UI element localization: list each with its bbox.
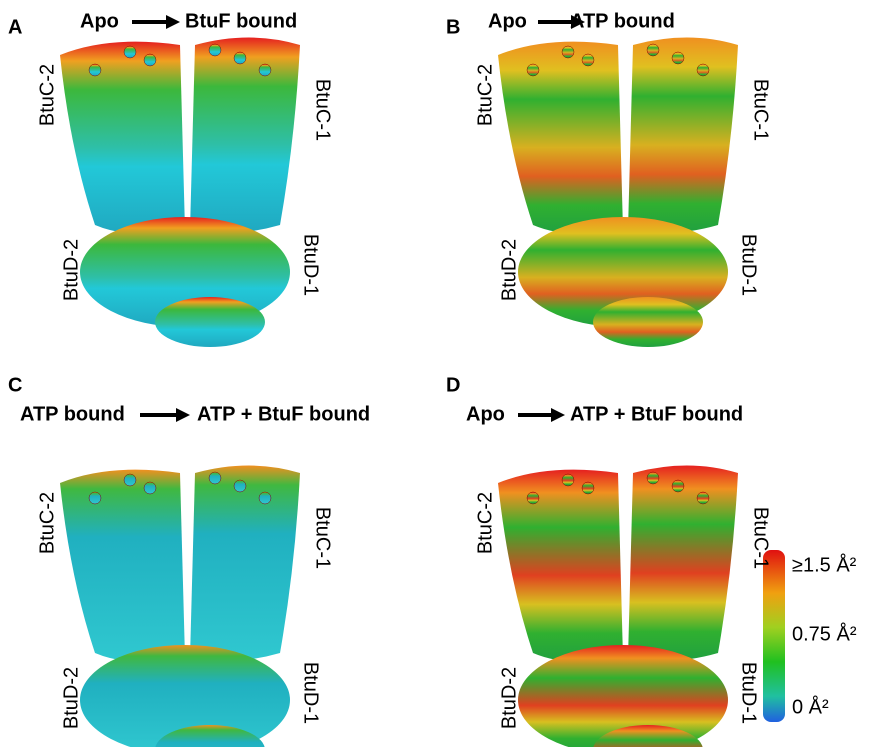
protein-tm-left [60, 41, 185, 235]
residue-sphere [561, 473, 575, 487]
residue-sphere [561, 45, 575, 59]
chain-label: BtuD-1 [300, 234, 322, 296]
protein-tail [593, 297, 703, 347]
chain-label: BtuD-2 [498, 667, 520, 729]
protein-nbd [518, 645, 728, 747]
panel-letter: C [8, 374, 22, 396]
protein [60, 37, 300, 347]
protein-tm-left [498, 469, 623, 662]
colorbar-label: 0 Å² [792, 695, 829, 718]
chain-label: BtuD-1 [738, 234, 760, 296]
title-to: ATP bound [570, 10, 675, 32]
residue-sphere [526, 491, 540, 505]
chain-label: BtuC-2 [474, 64, 496, 126]
protein [498, 465, 738, 747]
chain-label: BtuC-2 [36, 64, 58, 126]
panel: D BtuC-2 BtuC-1 BtuD-2 BtuD-1 [446, 374, 772, 747]
arrow-head [551, 408, 565, 422]
residue-sphere [646, 43, 660, 57]
colorbar [763, 550, 785, 722]
residue-sphere [233, 479, 247, 493]
arrow-head [176, 408, 190, 422]
protein-tail [593, 725, 703, 747]
residue-sphere [123, 473, 137, 487]
chain-label: BtuD-2 [498, 239, 520, 301]
panel-letter: B [446, 16, 460, 38]
residue-sphere [646, 471, 660, 485]
protein-tm-right [190, 465, 300, 662]
arrow-head [166, 15, 180, 29]
residue-sphere [143, 481, 157, 495]
chain-label: BtuC-1 [750, 507, 772, 569]
colorbar-label: ≥1.5 Å² [792, 553, 857, 576]
residue-sphere [671, 479, 685, 493]
residue-sphere [123, 45, 137, 59]
title-from: ATP bound [20, 403, 125, 425]
protein [498, 37, 738, 347]
chain-label: BtuD-2 [60, 239, 82, 301]
protein-tail [155, 725, 265, 747]
chain-label: BtuC-2 [474, 492, 496, 554]
title-from: Apo [466, 403, 505, 425]
residue-sphere [581, 481, 595, 495]
protein-nbd [80, 645, 290, 747]
protein-tm-right [190, 37, 300, 234]
protein-tm-right [628, 465, 738, 662]
chain-label: BtuD-1 [738, 662, 760, 724]
panel-letter: A [8, 16, 22, 38]
residue-sphere [526, 63, 540, 77]
panel: C BtuC-2 BtuC-1 BtuD-2 BtuD-1 [8, 374, 334, 747]
residue-sphere [696, 63, 710, 77]
protein [60, 465, 300, 747]
residue-sphere [208, 43, 222, 57]
residue-sphere [88, 491, 102, 505]
residue-sphere [143, 53, 157, 67]
chain-label: BtuC-1 [312, 79, 334, 141]
title-to: BtuF bound [185, 10, 297, 32]
protein-tm-right [628, 37, 738, 234]
residue-sphere [233, 51, 247, 65]
residue-sphere [581, 53, 595, 67]
panel: A BtuC-2 BtuC-1 BtuD-2 BtuD-1 [8, 16, 334, 347]
protein-tm-left [498, 41, 623, 235]
title-to: ATP + BtuF bound [570, 403, 743, 425]
protein-tm-left [60, 469, 185, 662]
panel: B BtuC-2 BtuC-1 BtuD-2 BtuD-1 [446, 16, 772, 347]
chain-label: BtuC-1 [750, 79, 772, 141]
residue-sphere [208, 471, 222, 485]
title-to: ATP + BtuF bound [197, 403, 370, 425]
title-from: Apo [488, 10, 527, 32]
arrow-head [571, 15, 585, 29]
panel-letter: D [446, 374, 460, 396]
title-from: Apo [80, 10, 119, 32]
protein-tail [155, 297, 265, 347]
chain-label: BtuC-2 [36, 492, 58, 554]
residue-sphere [258, 63, 272, 77]
residue-sphere [258, 491, 272, 505]
colorbar-label: 0.75 Å² [792, 622, 857, 645]
protein-nbd [80, 217, 290, 327]
chain-label: BtuD-1 [300, 662, 322, 724]
residue-sphere [671, 51, 685, 65]
protein-nbd [518, 217, 728, 327]
chain-label: BtuC-1 [312, 507, 334, 569]
residue-sphere [696, 491, 710, 505]
chain-label: BtuD-2 [60, 667, 82, 729]
residue-sphere [88, 63, 102, 77]
